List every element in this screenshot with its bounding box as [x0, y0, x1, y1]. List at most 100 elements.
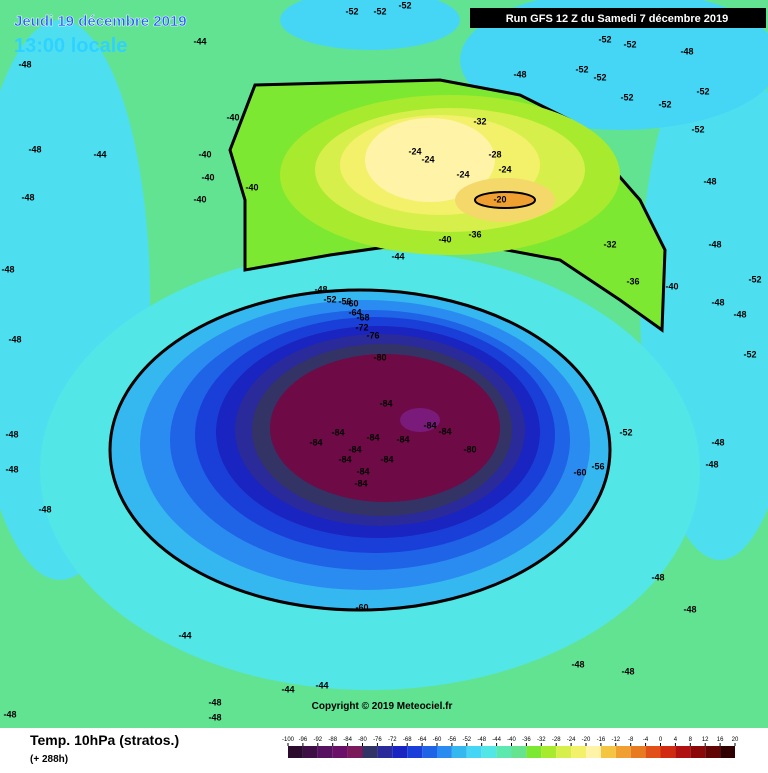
contour-label: -24 — [421, 154, 434, 164]
contour-label: -52 — [623, 39, 636, 49]
contour-label: -52 — [691, 124, 704, 134]
colorbar-swatch — [437, 746, 452, 758]
colorbar-swatch — [362, 746, 378, 758]
colorbar-swatch — [600, 746, 616, 758]
colorbar-swatch — [630, 746, 646, 758]
contour-label: -84 — [331, 427, 344, 437]
colorbar-swatch — [481, 746, 497, 758]
contour-label: -48 — [571, 659, 584, 669]
contour-label: -48 — [683, 604, 696, 614]
colorbar-tick-label: -16 — [597, 737, 606, 743]
contour-label: -84 — [338, 454, 351, 464]
contour-label: -32 — [603, 239, 616, 249]
contour-label: -40 — [665, 281, 678, 291]
run-banner — [470, 8, 766, 28]
contour-label: -44 — [178, 630, 191, 640]
colorbar-tick-label: -40 — [507, 737, 516, 743]
contour-label: -40 — [245, 182, 258, 192]
contour-label: -52 — [658, 99, 671, 109]
contour-label: -76 — [366, 330, 379, 340]
contour-label: -48 — [5, 429, 18, 439]
contour-label: -60 — [345, 298, 358, 308]
contour-label: -84 — [356, 466, 369, 476]
colorbar-tick-label: 8 — [689, 737, 693, 743]
contour-label: -52 — [398, 0, 411, 10]
colorbar-tick-label: 4 — [674, 737, 678, 743]
contour-label: -48 — [621, 666, 634, 676]
contour-label: -40 — [198, 149, 211, 159]
contour-label: -84 — [438, 426, 451, 436]
colorbar-tick-label: -76 — [373, 737, 382, 743]
colorbar-swatch — [526, 746, 542, 758]
contour-label: -56 — [338, 296, 351, 306]
contour-label: -28 — [488, 149, 501, 159]
colorbar-tick-label: -88 — [328, 737, 337, 743]
colorbar-tick-label: -20 — [582, 737, 591, 743]
colorbar-swatch — [556, 746, 572, 758]
contour-label: -52 — [575, 64, 588, 74]
contour-label: -36 — [468, 229, 481, 239]
polar-vortex — [108, 288, 612, 612]
colorbar-tick-label: 12 — [702, 737, 709, 743]
contour-label: -48 — [705, 459, 718, 469]
contour-label: -52 — [743, 349, 756, 359]
contour-label: -40 — [201, 172, 214, 182]
contour-label: -48 — [5, 464, 18, 474]
forecast-date: Jeudi 19 décembre 2019 — [14, 13, 187, 30]
contour-label: -48 — [680, 46, 693, 56]
colorbar-swatch — [690, 746, 706, 758]
contour-label: -48 — [21, 192, 34, 202]
colorbar-swatch — [422, 746, 437, 758]
contour-label: -52 — [323, 294, 336, 304]
contour-label: -48 — [703, 176, 716, 186]
contour-label: -48 — [38, 504, 51, 514]
colorbar-swatch — [571, 746, 586, 758]
contour-label: -32 — [473, 116, 486, 126]
colorbar-tick-label: -32 — [537, 737, 546, 743]
contour-label: -84 — [423, 420, 436, 430]
contour-label: -48 — [208, 697, 221, 707]
contour-label: -84 — [366, 432, 379, 442]
contour-label: -48 — [708, 239, 721, 249]
colorbar-swatch — [615, 746, 631, 758]
contour-label: -80 — [373, 352, 386, 362]
colorbar-tick-label: -80 — [358, 737, 367, 743]
colorbar-swatch — [288, 746, 303, 758]
contour-label: -48 — [314, 284, 327, 294]
colorbar-tick-label: -92 — [313, 737, 322, 743]
colorbar-swatch — [675, 746, 691, 758]
contour-label: -40 — [226, 112, 239, 122]
contour-label: -36 — [626, 276, 639, 286]
contour-label: -84 — [309, 437, 322, 447]
contour-label: -52 — [345, 6, 358, 16]
colorbar-tick-label: -60 — [433, 737, 442, 743]
colorbar-swatch — [392, 746, 408, 758]
contour-label: -48 — [3, 709, 16, 719]
colorbar-tick-label: 20 — [732, 737, 739, 743]
colorbar-tick-label: 16 — [717, 737, 724, 743]
colorbar-tick-label: -84 — [343, 737, 352, 743]
contour-label: -56 — [591, 461, 604, 471]
contour-label: -64 — [348, 307, 361, 317]
colorbar-swatch — [466, 746, 482, 758]
colorbar-swatch — [302, 746, 318, 758]
contour-label: -52 — [373, 6, 386, 16]
contour-label: -48 — [733, 309, 746, 319]
colorbar-tick-label: -96 — [299, 737, 308, 743]
colorbar-tick-label: -64 — [418, 737, 427, 743]
colorbar-swatch — [511, 746, 527, 758]
contour-label: -60 — [355, 602, 368, 612]
field-name: Temp. 10hPa (stratos.) — [30, 732, 179, 748]
contour-label: -72 — [355, 322, 368, 332]
contour-label: -40 — [438, 234, 451, 244]
colorbar-swatch — [451, 746, 467, 758]
colorbar-swatch — [541, 746, 557, 758]
contour-label: -48 — [208, 712, 221, 722]
contour-label: -48 — [28, 144, 41, 154]
colorbar-tick-label: -56 — [448, 737, 457, 743]
colorbar-tick-label: -36 — [522, 737, 531, 743]
warm-region — [228, 78, 667, 333]
contour-label: -84 — [348, 444, 361, 454]
contour-label: -52 — [748, 274, 761, 284]
